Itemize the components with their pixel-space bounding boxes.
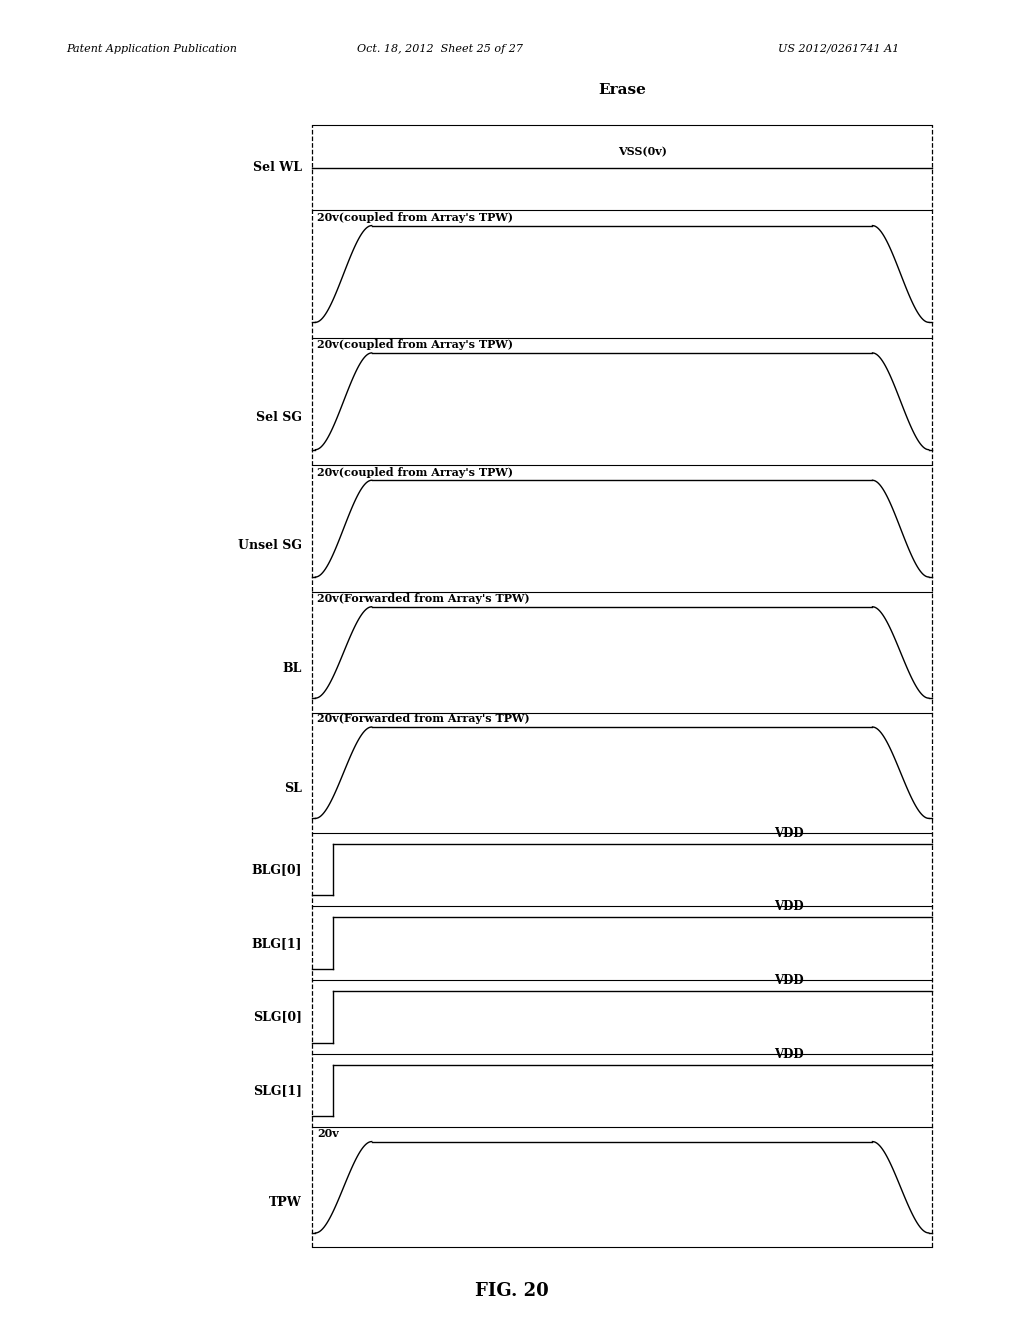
Text: Unsel SG: Unsel SG xyxy=(238,539,302,552)
Text: TPW: TPW xyxy=(269,1196,302,1209)
Text: 20v(coupled from Array's TPW): 20v(coupled from Array's TPW) xyxy=(317,339,513,350)
Text: 20v(coupled from Array's TPW): 20v(coupled from Array's TPW) xyxy=(317,213,513,223)
Text: SL: SL xyxy=(285,781,302,795)
Text: BLG[0]: BLG[0] xyxy=(252,863,302,876)
Text: SLG[0]: SLG[0] xyxy=(253,1010,302,1023)
Text: Oct. 18, 2012  Sheet 25 of 27: Oct. 18, 2012 Sheet 25 of 27 xyxy=(357,44,523,54)
Text: VDD: VDD xyxy=(774,826,803,840)
Text: SLG[1]: SLG[1] xyxy=(253,1084,302,1097)
Text: VDD: VDD xyxy=(774,900,803,913)
Text: VDD: VDD xyxy=(774,974,803,987)
Text: US 2012/0261741 A1: US 2012/0261741 A1 xyxy=(778,44,899,54)
Text: VSS(0v): VSS(0v) xyxy=(618,147,667,157)
Text: BLG[1]: BLG[1] xyxy=(252,937,302,949)
Text: Patent Application Publication: Patent Application Publication xyxy=(67,44,238,54)
Text: 20v(coupled from Array's TPW): 20v(coupled from Array's TPW) xyxy=(317,466,513,478)
Text: 20v: 20v xyxy=(317,1127,339,1139)
Text: FIG. 20: FIG. 20 xyxy=(475,1282,549,1300)
Text: 20v(Forwarded from Array's TPW): 20v(Forwarded from Array's TPW) xyxy=(317,593,530,605)
Text: VDD: VDD xyxy=(774,1048,803,1061)
Text: Erase: Erase xyxy=(598,83,646,96)
Text: Sel SG: Sel SG xyxy=(256,412,302,424)
Text: BL: BL xyxy=(283,661,302,675)
Text: Sel WL: Sel WL xyxy=(253,161,302,174)
Text: 20v(Forwarded from Array's TPW): 20v(Forwarded from Array's TPW) xyxy=(317,713,530,725)
